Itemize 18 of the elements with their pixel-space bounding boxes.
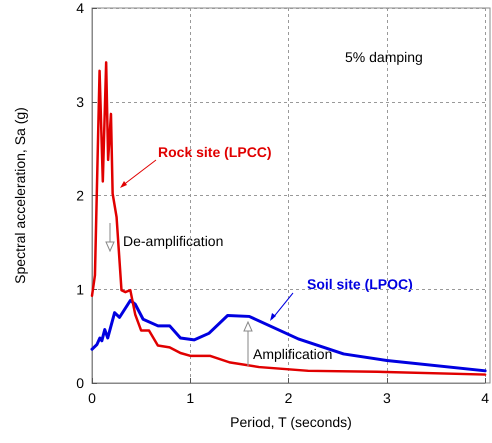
x-tick-label: 1 (186, 390, 194, 406)
text: Rock site (LPCC) (158, 144, 272, 160)
y-tick-label: 0 (76, 375, 84, 391)
x-tick-label: 0 (88, 390, 96, 406)
y-axis-title: Spectral acceleration, Sa (g) (12, 107, 28, 284)
x-tick-label: 3 (382, 390, 391, 406)
line-series (90, 299, 487, 372)
y-tick-label: 2 (76, 188, 84, 204)
y-tick-label: 4 (76, 0, 84, 16)
x-axis-title: Period, T (seconds) (230, 414, 352, 430)
text: Soil site (LPOC) (307, 276, 413, 292)
x-tick-label: 4 (481, 390, 490, 406)
x-tick-label: 2 (284, 390, 293, 406)
annotation: Amplification (253, 346, 332, 362)
y-tick-label: 3 (76, 94, 84, 110)
y-tick-label: 1 (76, 281, 84, 298)
annotation: 5% damping (345, 49, 423, 65)
annotation: De-amplification (123, 233, 224, 249)
